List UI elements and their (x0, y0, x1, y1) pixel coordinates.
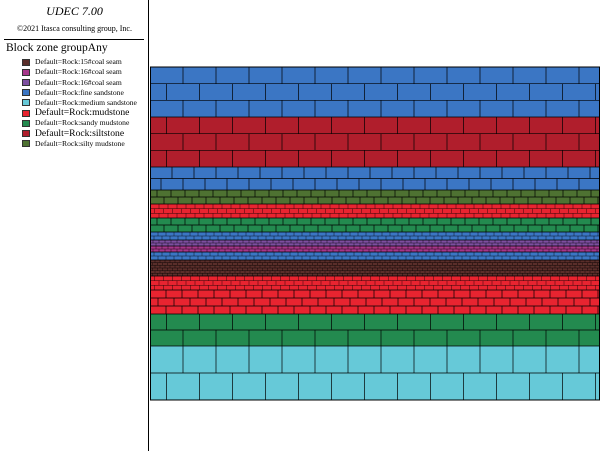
rock-layer (150, 67, 600, 117)
legend-item-label: Default=Rock:fine sandstone (35, 87, 124, 97)
block-joints (150, 204, 600, 218)
block-joints (150, 67, 600, 117)
legend-item-label: Default=Rock:16#coal seam (35, 67, 122, 77)
block-joints (150, 190, 600, 204)
legend-swatch (22, 140, 30, 148)
block-joints (150, 232, 600, 240)
legend-item: Default=Rock:16#coal seam (22, 77, 137, 87)
legend-swatch (22, 68, 30, 76)
legend-item: Default=Rock:silty mudstone (22, 139, 137, 149)
block-joints (150, 290, 600, 314)
legend-item: Default=Rock:sandy mudstone (22, 118, 137, 128)
title-divider (4, 39, 144, 40)
block-joints (150, 252, 600, 260)
legend-item-label: Default=Rock:medium sandstone (35, 98, 137, 108)
legend-item-label: Default=Rock:silty mudstone (35, 138, 125, 148)
legend-swatch (22, 119, 30, 127)
block-joints (150, 276, 600, 290)
legend-item: Default=Rock:medium sandstone (22, 98, 137, 108)
legend-item-label: Default=Rock:16#coal seam (35, 77, 122, 87)
block-joints (150, 167, 600, 190)
legend-item-label: Default=Rock:sandy mudstone (35, 118, 130, 128)
rock-layer (150, 204, 600, 218)
block-joints (150, 314, 600, 346)
legend-item: Default=Rock:15#coal seam (22, 57, 137, 67)
legend-list: Default=Rock:15#coal seam Default=Rock:1… (22, 57, 137, 149)
copyright-text: ©2021 Itasca consulting group, Inc. (17, 24, 132, 33)
block-joints (150, 218, 600, 232)
block-joints (150, 117, 600, 167)
legend-swatch (22, 89, 30, 97)
app-title: UDEC 7.00 (46, 4, 103, 18)
legend-heading: Block zone groupAny (6, 42, 108, 54)
rock-layer (150, 290, 600, 314)
legend-item: Default=Rock:mudstone (22, 108, 137, 118)
block-joints (150, 346, 600, 400)
block-joints (150, 240, 600, 246)
legend-swatch (22, 58, 30, 66)
legend-swatch (22, 78, 30, 86)
legend-swatch (22, 129, 30, 137)
legend-swatch (22, 99, 30, 107)
legend-panel: UDEC 7.00 ©2021 Itasca consulting group,… (0, 0, 149, 451)
legend-item-label: Default=Rock:mudstone (35, 107, 130, 119)
block-joints (150, 246, 600, 252)
rock-layer (150, 117, 600, 167)
legend-item-label: Default=Rock:15#coal seam (35, 57, 122, 67)
block-joints (150, 260, 600, 276)
legend-item: Default=Rock:fine sandstone (22, 88, 137, 98)
model-viewport[interactable] (150, 0, 600, 451)
block-model (150, 66, 600, 401)
legend-item: Default=Rock:siltstone (22, 128, 137, 138)
legend-swatch (22, 109, 30, 117)
legend-item-label: Default=Rock:siltstone (35, 127, 125, 139)
legend-item: Default=Rock:16#coal seam (22, 67, 137, 77)
